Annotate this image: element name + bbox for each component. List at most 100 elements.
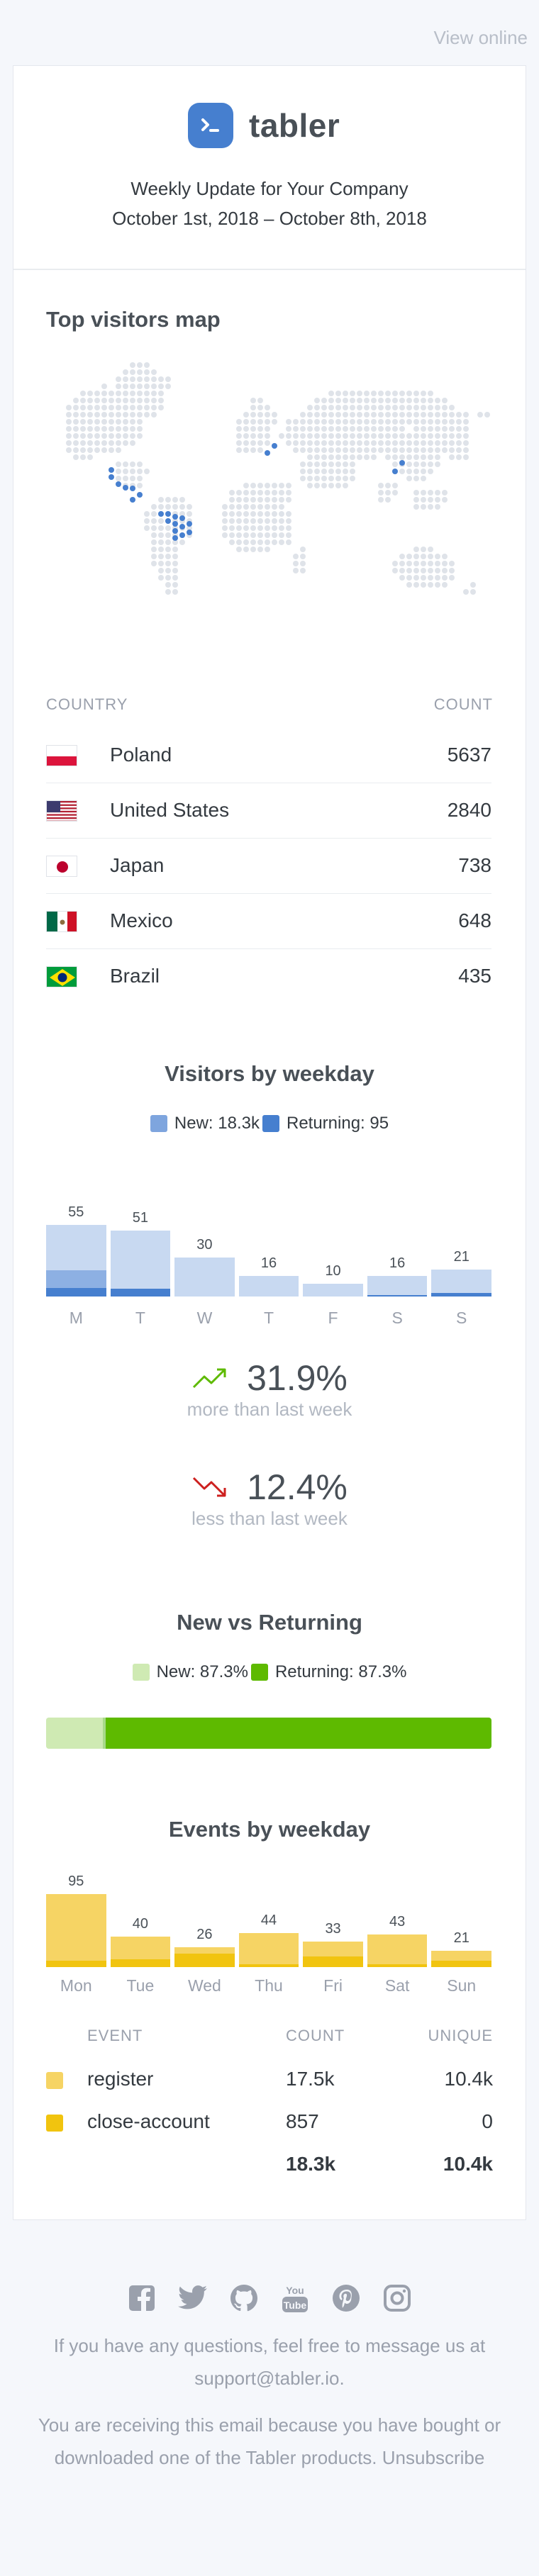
map-dot: [250, 433, 256, 439]
map-dot: [151, 532, 157, 538]
map-dot: [314, 469, 320, 474]
youtube-icon[interactable]: You Tube: [279, 2283, 311, 2314]
bar-group: 44 Thu: [238, 1875, 299, 1995]
stat-decrease-label: less than last week: [191, 1508, 348, 1529]
map-dot: [229, 511, 235, 517]
map-dot: [116, 412, 121, 418]
map-dot: [158, 568, 164, 573]
map-dot: [378, 412, 384, 418]
map-dot: [470, 589, 476, 595]
map-dot: [73, 454, 79, 460]
map-dot: [307, 433, 313, 439]
map-dot: [137, 383, 143, 389]
map-dot: [172, 582, 178, 588]
map-dot: [172, 589, 178, 595]
map-dot: [144, 369, 150, 375]
map-dot: [428, 547, 433, 552]
instagram-icon[interactable]: [382, 2283, 413, 2314]
map-dot: [187, 525, 192, 531]
map-dot: [272, 525, 277, 531]
map-dot: [307, 483, 313, 488]
map-dot: [392, 461, 398, 467]
map-dot: [385, 398, 391, 403]
map-dot: [130, 376, 135, 382]
map-dot: [399, 440, 405, 446]
map-dot: [321, 454, 327, 460]
twitter-icon[interactable]: [177, 2283, 209, 2314]
bar-group: 55 M: [46, 1200, 106, 1328]
map-dot: [265, 433, 270, 439]
map-dot: [321, 412, 327, 418]
map-dot: [442, 554, 448, 559]
map-dot: [130, 419, 135, 425]
map-dot: [413, 391, 419, 396]
map-dot: [80, 447, 86, 453]
map-dot: [236, 447, 242, 453]
map-dot: [314, 461, 320, 467]
map-dot: [456, 447, 462, 453]
map-dot: [328, 426, 334, 432]
map-dot: [328, 412, 334, 418]
map-dot: [335, 440, 341, 446]
map-dot: [470, 582, 476, 588]
view-online-link[interactable]: View online: [433, 27, 528, 48]
map-dot: [399, 554, 405, 559]
map-dot: [385, 454, 391, 460]
map-dot: [328, 398, 334, 403]
map-dot: [364, 405, 369, 410]
map-dot: [144, 398, 150, 403]
event-count: 857: [286, 2110, 319, 2132]
bar-group: 16 T: [238, 1200, 299, 1328]
map-dot: [350, 405, 355, 410]
map-dot: [328, 440, 334, 446]
bar-value-label: 55: [68, 1204, 84, 1221]
map-dot: [66, 447, 72, 453]
map-dot: [130, 398, 135, 403]
visitors-weekday-title: Visitors by weekday: [165, 1061, 374, 1086]
pinterest-icon[interactable]: [330, 2283, 362, 2314]
map-dot: [357, 419, 362, 425]
map-dot: [442, 582, 448, 588]
map-dot: [257, 419, 263, 425]
bar-returning-base: [367, 1295, 428, 1297]
map-dot: [435, 405, 440, 410]
github-icon[interactable]: [228, 2283, 260, 2314]
map-dot: [428, 447, 433, 453]
map-dot: [151, 547, 157, 552]
map-dot: [364, 426, 369, 432]
map-dot: [421, 454, 426, 460]
map-dot: [66, 412, 72, 418]
map-dot: [463, 440, 469, 446]
facebook-icon[interactable]: [126, 2283, 157, 2314]
unsubscribe-link[interactable]: Unsubscribe: [382, 2447, 485, 2468]
map-dot: [109, 447, 114, 453]
map-dot: [371, 405, 377, 410]
map-dot: [378, 440, 384, 446]
event-name: register: [87, 2068, 154, 2090]
map-dot: [229, 504, 235, 510]
map-dot: [328, 433, 334, 439]
map-dot: [449, 561, 455, 566]
bar-category-label: T: [135, 1309, 145, 1327]
map-dot: [229, 532, 235, 538]
map-dot: [243, 426, 249, 432]
map-dot: [272, 497, 277, 503]
map-dot: [335, 405, 341, 410]
map-dot: [144, 518, 150, 524]
map-dot: [357, 447, 362, 453]
map-dot: [123, 440, 128, 446]
map-dot: [321, 461, 327, 467]
progress-new: [46, 1718, 103, 1749]
map-dot: [151, 511, 157, 517]
table-row: Japan 738: [46, 839, 491, 894]
map-dot: [243, 490, 249, 495]
map-dot: [109, 419, 114, 425]
map-dot: [421, 490, 426, 495]
map-dot-highlight: [172, 528, 178, 534]
map-dot: [265, 532, 270, 538]
map-dot: [158, 405, 164, 410]
map-dot: [179, 497, 185, 503]
map-dot: [314, 454, 320, 460]
map-dot: [307, 461, 313, 467]
map-dot: [392, 398, 398, 403]
